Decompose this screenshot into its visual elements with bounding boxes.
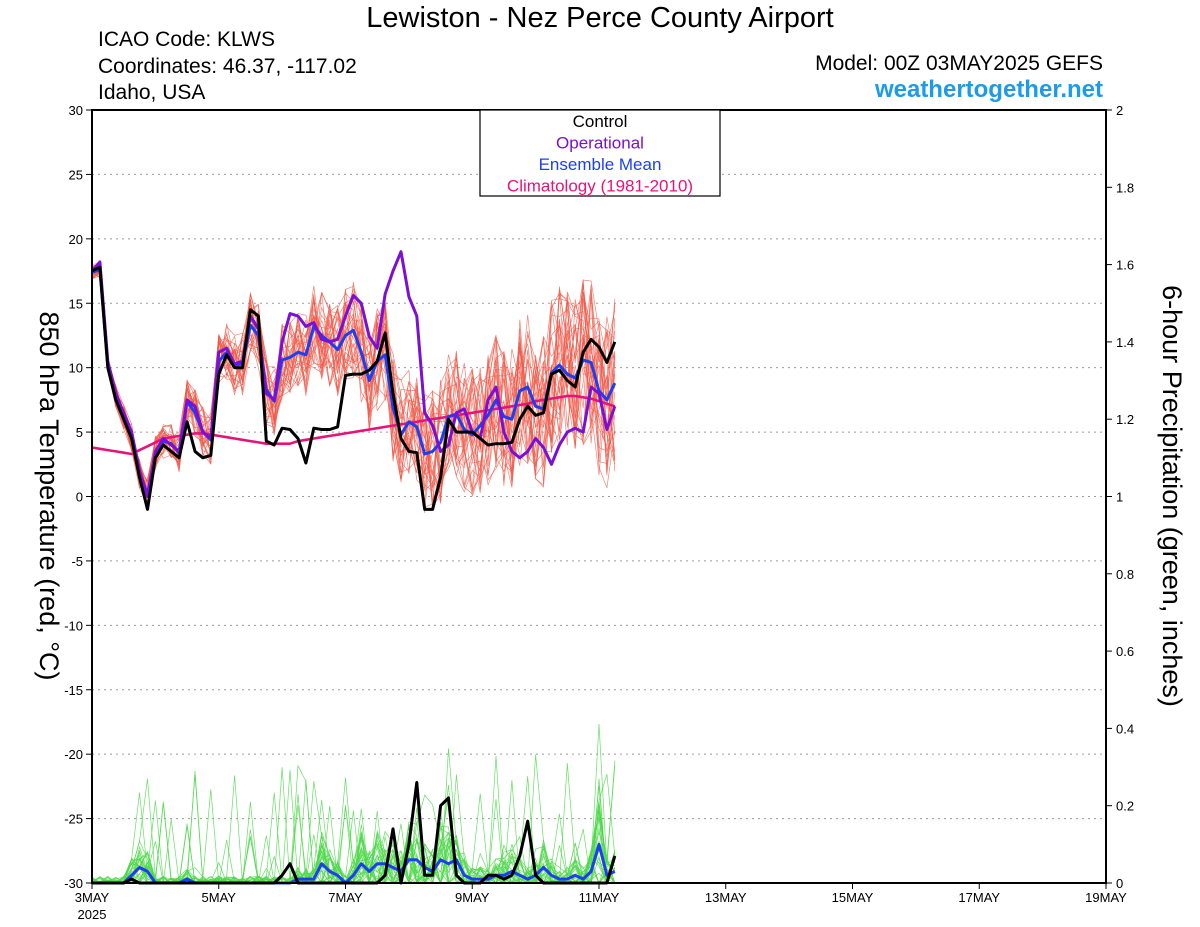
x-tick-label: 3MAY (75, 890, 110, 905)
precipitation-ensemble-members (91, 723, 616, 885)
region: Idaho, USA (98, 81, 206, 104)
left-tick-label: 30 (69, 103, 83, 118)
legend: Control Operational Ensemble Mean Climatolo… (479, 109, 721, 197)
chart-title: Lewiston - Nez Perce County Airport (366, 2, 834, 34)
temperature-member-line (91, 268, 616, 502)
x-tick-label: 19MAY (1085, 890, 1127, 905)
x-tick-year: 2025 (78, 907, 107, 922)
legend-entry: Climatology (1981-2010) (507, 177, 693, 196)
legend-entry: Ensemble Mean (539, 155, 662, 174)
right-tick-label: 0.8 (1116, 567, 1134, 582)
left-tick-label: -30 (64, 876, 83, 891)
site-link[interactable]: weathertogether.net (874, 76, 1103, 103)
x-tick-label: 9MAY (455, 890, 490, 905)
left-axis-title: 850 hPa Temperature (red, °C) (34, 312, 64, 681)
grid-lines (92, 173, 1106, 820)
x-tick-label: 17MAY (958, 890, 1000, 905)
legend-entry: Operational (556, 134, 644, 153)
x-tick-label: 13MAY (705, 890, 747, 905)
model-run: Model: 00Z 03MAY2025 GEFS (815, 52, 1103, 75)
left-tick-label: 25 (69, 167, 83, 182)
right-tick-label: 2 (1116, 103, 1123, 118)
left-tick-label: -25 (64, 812, 83, 827)
legend-entry: Control (573, 112, 628, 131)
plot-frame (91, 109, 1107, 884)
temperature-member-line (91, 267, 616, 510)
icao-code: ICAO Code: KLWS (98, 28, 276, 51)
right-tick-label: 1 (1116, 490, 1123, 505)
left-tick-label: -20 (64, 747, 83, 762)
coordinates: Coordinates: 46.37, -117.02 (98, 55, 357, 78)
x-tick-label: 15MAY (832, 890, 874, 905)
left-tick-label: 0 (76, 490, 83, 505)
right-tick-label: 1.2 (1116, 412, 1134, 427)
right-tick-label: 0.6 (1116, 644, 1134, 659)
precipitation-member-line (92, 775, 616, 884)
right-tick-label: 1.4 (1116, 335, 1134, 350)
right-tick-label: 0 (1116, 876, 1123, 891)
left-tick-label: -10 (64, 618, 83, 633)
temperature-line-control (91, 265, 617, 511)
right-tick-label: 0.2 (1116, 799, 1134, 814)
left-tick-label: 10 (69, 361, 83, 376)
left-tick-label: -15 (64, 683, 83, 698)
left-tick-label: 15 (69, 296, 83, 311)
axis-ticks: -30-25-20-15-10-505101520253000.20.40.60… (64, 103, 1134, 922)
right-tick-label: 1.8 (1116, 180, 1134, 195)
left-tick-label: -5 (71, 554, 83, 569)
temperature-member-line (91, 271, 615, 508)
x-tick-label: 7MAY (328, 890, 363, 905)
legend-box (479, 109, 721, 197)
temperature-member-line (91, 270, 616, 497)
right-tick-label: 1.6 (1116, 258, 1134, 273)
left-tick-label: 5 (76, 425, 83, 440)
precipitation-member-line (91, 748, 616, 885)
x-tick-label: 5MAY (202, 890, 237, 905)
right-tick-label: 0.4 (1116, 721, 1134, 736)
right-axis-title: 6-hour Precipitation (green, inches) (1157, 285, 1187, 707)
temperature-line-climatology-1981-2010 (91, 394, 616, 456)
x-tick-label: 11MAY (579, 890, 620, 905)
left-tick-label: 20 (69, 232, 83, 247)
